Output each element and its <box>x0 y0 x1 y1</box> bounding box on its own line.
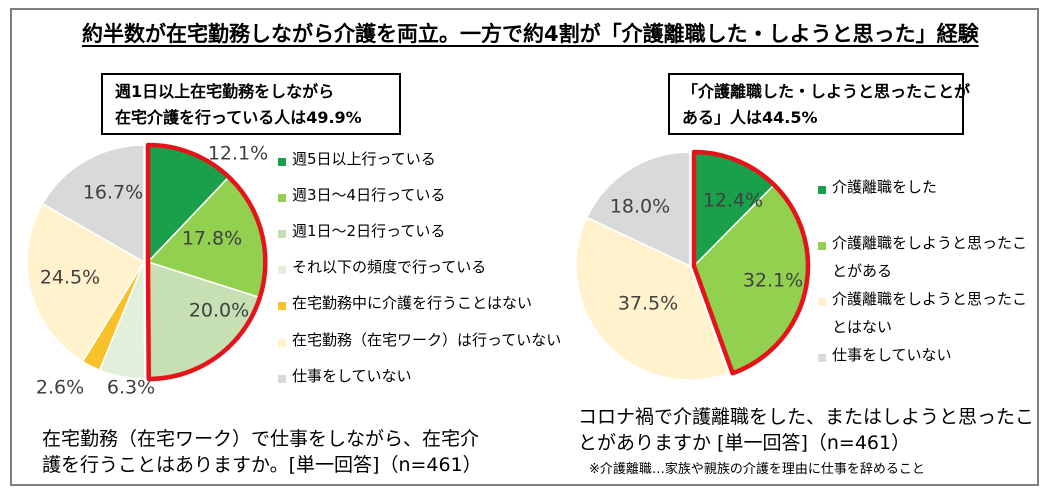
legend-label: 介護離職をした <box>832 178 938 196</box>
legend-label-line-2: とがある <box>832 262 893 280</box>
left-survey-question: 在宅勤務（在宅ワーク）で仕事をしながら、在宅介 護を行うことはありますか。[単一… <box>42 426 482 478</box>
left-question-line-2: 護を行うことはありますか。[単一回答]（n=461） <box>42 454 482 476</box>
pie-slice <box>585 151 691 268</box>
slice-value-label: 2.6% <box>36 377 84 399</box>
legend-label: 仕事をしていない <box>832 346 952 364</box>
left-callout-line-2: 在宅介護を行っている人は49.9% <box>115 108 362 127</box>
slice-value-label: 12.1% <box>208 143 268 165</box>
highlight-outline <box>145 142 268 382</box>
legend-label: 仕事をしていない <box>292 367 412 385</box>
pie-slice <box>26 202 146 363</box>
legend-swatch <box>278 230 286 238</box>
right-legend: 介護離職をした 介護離職をしようと思ったこ とがある 介護離職をしようと思ったこ… <box>818 178 1048 368</box>
legend-swatch <box>818 186 826 194</box>
legend-label: 在宅勤務（在宅ワーク）は行っていない <box>292 331 562 349</box>
legend-swatch <box>278 339 286 347</box>
legend-swatch <box>278 375 286 383</box>
headline: 約半数が在宅勤務しながら介護を両立。一方で約4割が「介護離職した・しようと思った… <box>82 22 979 46</box>
legend-swatch <box>818 242 826 250</box>
right-question-line-1: コロナ禍で介護離職をした、またはしようと思ったこ <box>578 406 1035 428</box>
slice-value-label: 17.8% <box>182 228 242 250</box>
slice-value-label: 6.3% <box>107 377 155 399</box>
slice-value-label: 18.0% <box>610 196 670 218</box>
legend-label: それ以下の頻度で行っている <box>292 258 487 276</box>
slice-value-label: 24.5% <box>40 267 100 289</box>
highlight-outline <box>691 149 811 376</box>
left-legend: 週5日以上行っている 週3日～4日行っている 週1日～2日行っている それ以下の… <box>278 150 598 390</box>
legend-swatch <box>278 194 286 202</box>
legend-label: 週1日～2日行っている <box>292 222 446 240</box>
right-callout-line-2: ある」人は44.5% <box>682 108 818 127</box>
pie-slice <box>41 144 145 264</box>
legend-swatch <box>818 354 826 362</box>
slice-value-label: 32.1% <box>743 270 803 292</box>
left-question-line-1: 在宅勤務（在宅ワーク）で仕事をしながら、在宅介 <box>42 428 480 450</box>
left-callout-line-1: 週1日以上在宅勤務をしながら <box>115 82 335 101</box>
slice-value-label: 12.4% <box>703 190 763 212</box>
legend-label-line-1: 介護離職をしようと思ったこ <box>832 234 1028 252</box>
legend-label-line-2: とはない <box>832 318 893 336</box>
right-survey-question: コロナ禍で介護離職をした、またはしようと思ったこ とがありますか [単一回答]（… <box>578 404 1034 456</box>
footnote: ※介護離職…家族や親族の介護を理由に仕事を辞めること <box>589 462 925 477</box>
legend-label: 週3日～4日行っている <box>292 186 446 204</box>
legend-label: 週5日以上行っている <box>292 150 436 168</box>
right-question-line-2: とがありますか [単一回答]（n=461） <box>578 432 911 454</box>
pie-slice <box>575 216 730 381</box>
legend-swatch <box>278 158 286 166</box>
figure-frame <box>10 8 1039 486</box>
legend-label: 在宅勤務中に介護を行うことはない <box>292 294 533 312</box>
right-callout-line-1: 「介護離職した・しようと思ったことが <box>682 82 971 101</box>
legend-label-line-1: 介護離職をしようと思ったこ <box>832 290 1028 308</box>
slice-value-label: 20.0% <box>189 300 249 322</box>
legend-swatch <box>278 302 286 310</box>
right-callout-box: 「介護離職した・しようと思ったことが ある」人は44.5% <box>668 73 971 135</box>
slice-value-label: 37.5% <box>618 293 678 315</box>
legend-swatch <box>818 298 826 306</box>
left-callout-box: 週1日以上在宅勤務をしながら 在宅介護を行っている人は49.9% <box>101 73 401 135</box>
slice-value-label: 16.7% <box>83 182 143 204</box>
legend-swatch <box>278 266 286 274</box>
